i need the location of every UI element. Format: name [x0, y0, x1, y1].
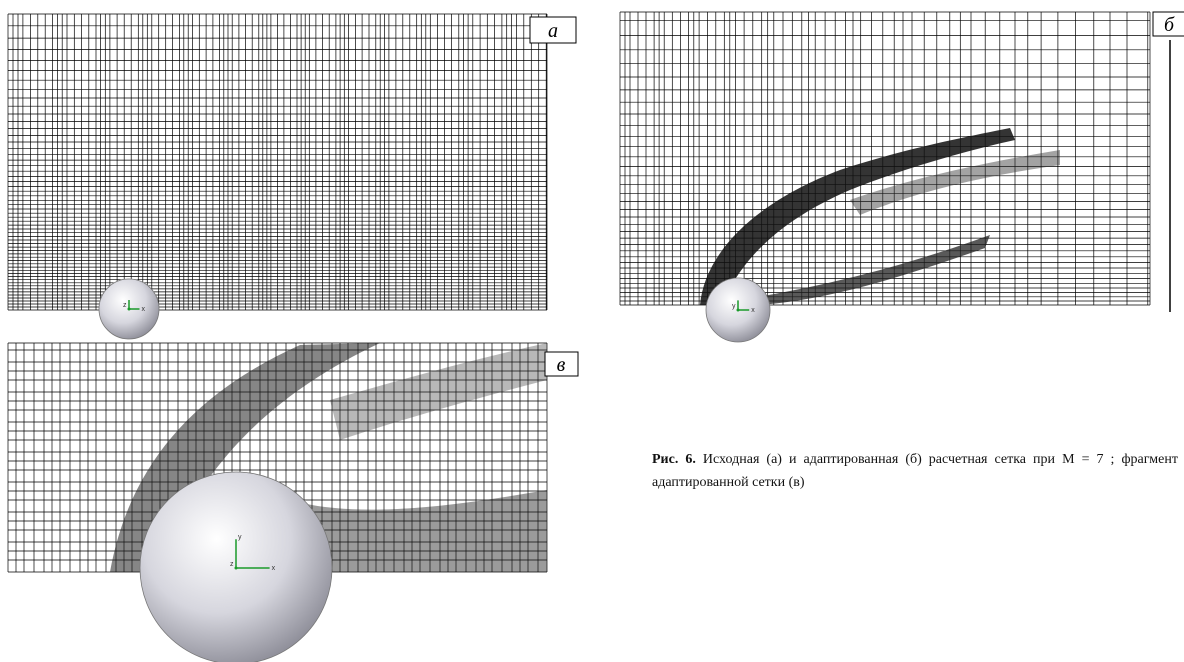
axis-label: x — [751, 307, 755, 314]
shock-band — [740, 235, 990, 305]
panel-label: а — [548, 20, 558, 42]
panel-label: в — [557, 354, 566, 376]
axis-label: x — [142, 306, 146, 313]
figure: z x y x y z x а б в — [0, 0, 1184, 662]
caption-text: Исходная (а) и адаптированная (б) расчет… — [652, 452, 1178, 490]
mesh — [8, 14, 547, 310]
caption: Рис. 6. Исходная (а) и адаптированная (б… — [652, 448, 1178, 494]
panel-label: б — [1164, 14, 1175, 36]
refined-zone — [330, 343, 547, 440]
page: z x y x y z x а б в Рис. 6. Исходная (а) и ада… — [0, 0, 1184, 662]
axis-origin — [128, 308, 131, 311]
axis-label: y — [238, 534, 242, 541]
axis-origin — [235, 567, 238, 570]
axis-label: y — [732, 303, 736, 310]
axis-origin — [737, 309, 740, 312]
axis-label: z — [123, 302, 127, 309]
axis-label: x — [272, 565, 276, 572]
caption-label: Рис. 6. — [652, 452, 696, 467]
axis-label: z — [230, 561, 234, 568]
